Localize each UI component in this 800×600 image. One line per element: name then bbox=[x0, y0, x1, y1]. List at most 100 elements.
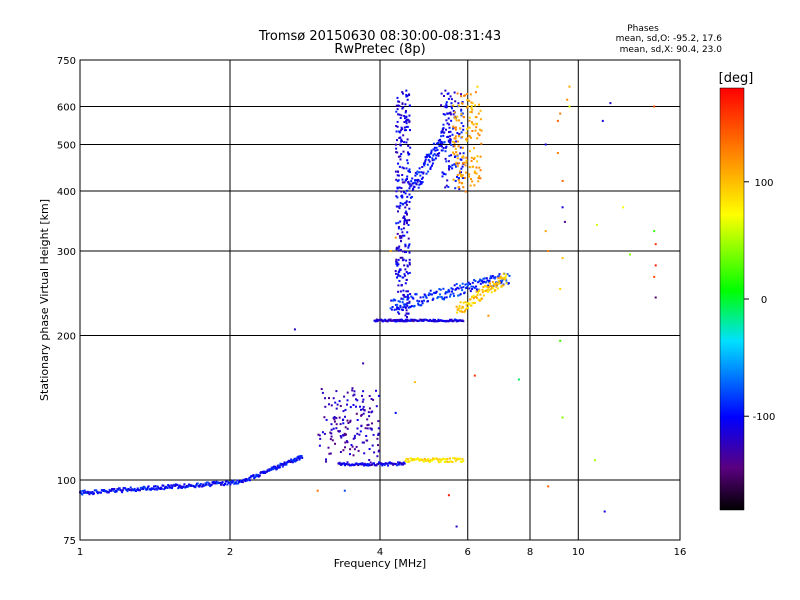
data-point bbox=[428, 461, 431, 463]
data-point bbox=[256, 475, 259, 478]
data-point bbox=[406, 162, 409, 165]
data-point bbox=[349, 453, 351, 456]
data-point bbox=[377, 434, 380, 436]
data-point bbox=[494, 276, 497, 279]
data-point bbox=[373, 462, 375, 465]
data-point bbox=[405, 309, 408, 312]
data-point bbox=[474, 301, 476, 304]
data-point bbox=[462, 128, 465, 131]
data-point bbox=[388, 461, 391, 464]
data-point bbox=[350, 444, 353, 446]
data-point bbox=[462, 286, 465, 289]
data-point bbox=[399, 462, 402, 465]
data-point bbox=[176, 483, 179, 486]
data-point bbox=[360, 408, 362, 411]
data-point bbox=[417, 303, 420, 306]
data-point bbox=[400, 297, 403, 300]
data-point bbox=[464, 94, 467, 97]
data-point bbox=[478, 280, 481, 283]
data-point bbox=[471, 180, 474, 183]
data-point bbox=[476, 155, 479, 158]
data-point bbox=[424, 158, 427, 161]
data-point bbox=[399, 256, 402, 259]
data-point bbox=[144, 487, 147, 490]
data-point bbox=[395, 205, 398, 208]
data-point bbox=[342, 449, 345, 452]
data-point bbox=[360, 413, 363, 416]
data-point bbox=[402, 298, 405, 301]
data-point bbox=[404, 243, 407, 246]
data-point bbox=[395, 320, 397, 323]
data-point bbox=[443, 173, 445, 175]
data-point bbox=[496, 283, 499, 286]
data-point bbox=[446, 136, 449, 138]
data-point bbox=[456, 140, 459, 143]
data-point bbox=[346, 391, 349, 394]
data-point bbox=[409, 320, 412, 322]
data-point bbox=[446, 122, 449, 125]
data-point bbox=[447, 290, 449, 293]
data-point bbox=[414, 174, 417, 177]
data-point bbox=[485, 289, 488, 292]
data-point bbox=[453, 144, 456, 147]
data-point bbox=[343, 489, 346, 492]
data-point bbox=[395, 263, 398, 265]
data-point bbox=[451, 288, 454, 291]
data-point bbox=[448, 123, 451, 126]
data-point bbox=[136, 487, 139, 490]
data-point bbox=[404, 192, 407, 195]
data-point bbox=[339, 423, 342, 426]
data-point bbox=[93, 492, 95, 495]
data-point bbox=[447, 494, 450, 497]
data-point bbox=[81, 493, 84, 496]
data-point bbox=[377, 432, 380, 435]
data-point bbox=[454, 126, 457, 129]
data-point bbox=[324, 405, 327, 408]
data-point bbox=[338, 461, 341, 464]
data-point bbox=[366, 439, 369, 442]
data-point bbox=[241, 479, 244, 482]
data-point bbox=[344, 446, 346, 449]
data-point bbox=[395, 104, 398, 107]
data-point bbox=[338, 400, 341, 403]
data-point bbox=[404, 219, 407, 222]
data-point bbox=[125, 488, 128, 491]
data-point bbox=[255, 473, 258, 476]
data-point bbox=[352, 404, 355, 406]
data-point bbox=[283, 462, 285, 465]
data-point bbox=[160, 486, 163, 489]
data-point bbox=[405, 318, 408, 321]
data-point bbox=[437, 142, 440, 144]
data-point bbox=[431, 157, 434, 160]
data-point bbox=[436, 457, 439, 460]
data-point bbox=[355, 445, 358, 448]
data-point bbox=[396, 151, 399, 154]
data-point bbox=[451, 167, 454, 170]
data-point bbox=[223, 484, 226, 487]
data-point bbox=[395, 222, 398, 225]
data-point bbox=[463, 161, 466, 164]
data-point bbox=[476, 296, 478, 299]
data-point bbox=[561, 179, 564, 182]
data-point bbox=[440, 144, 443, 147]
data-point bbox=[449, 95, 452, 98]
stats-heading: Phases bbox=[627, 24, 659, 34]
data-point bbox=[412, 297, 415, 300]
data-point bbox=[334, 442, 336, 445]
data-point bbox=[368, 448, 371, 450]
data-point bbox=[403, 141, 406, 144]
data-point bbox=[403, 221, 406, 224]
data-point bbox=[80, 492, 83, 495]
data-point bbox=[448, 457, 451, 460]
data-point bbox=[395, 151, 398, 154]
data-point bbox=[401, 174, 404, 176]
data-point bbox=[386, 462, 389, 465]
data-point bbox=[448, 168, 451, 171]
data-point bbox=[471, 130, 474, 132]
data-point bbox=[399, 117, 402, 119]
data-point bbox=[434, 157, 437, 160]
data-point bbox=[449, 135, 452, 138]
data-point bbox=[330, 428, 333, 431]
data-point bbox=[406, 177, 408, 180]
data-point bbox=[410, 295, 413, 298]
